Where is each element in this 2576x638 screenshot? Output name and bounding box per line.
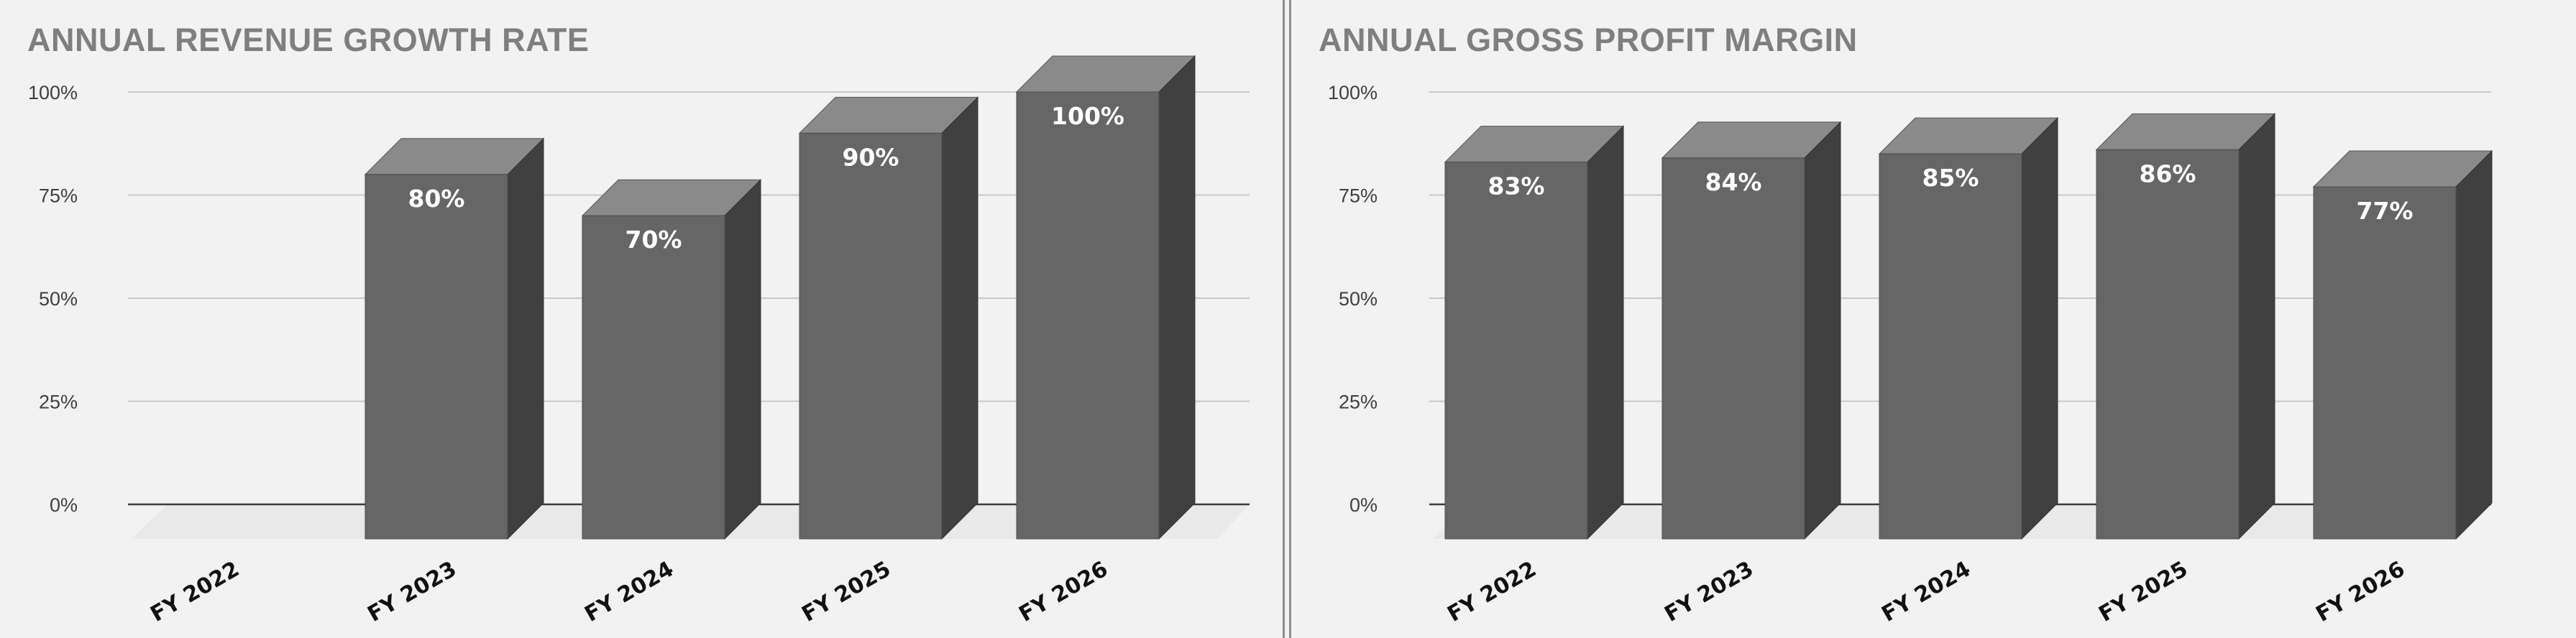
data-label: 85% xyxy=(1922,164,1979,192)
bar-side-face xyxy=(2021,116,2058,540)
data-label: 90% xyxy=(843,143,899,171)
panel-divider xyxy=(1283,0,1291,638)
data-label: 80% xyxy=(408,185,465,213)
data-label: 70% xyxy=(625,226,682,254)
y-tick-label: 50% xyxy=(39,288,78,310)
category-label: FY 2023 xyxy=(364,557,461,627)
y-tick-label: 50% xyxy=(1339,288,1378,310)
chart-title: ANNUAL REVENUE GROWTH RATE xyxy=(27,22,590,58)
bar-side-face xyxy=(941,96,978,540)
bar xyxy=(1016,91,1160,540)
bar xyxy=(1879,153,2022,540)
bar-side-face xyxy=(1804,121,1841,540)
category-label: FY 2025 xyxy=(2095,557,2192,627)
y-tick-label: 25% xyxy=(39,392,78,413)
data-label: 77% xyxy=(2357,197,2414,225)
revenue-growth-chart-panel: ANNUAL REVENUE GROWTH RATE 0% 25% 50% 75% 10… xyxy=(0,0,1283,638)
bar-side-face xyxy=(1587,125,1624,540)
y-tick-label: 75% xyxy=(39,185,78,207)
category-label: FY 2025 xyxy=(798,557,895,627)
category-label: FY 2026 xyxy=(1015,557,1112,627)
bar xyxy=(2096,149,2240,540)
data-label: 100% xyxy=(1051,102,1124,130)
y-tick-label: 75% xyxy=(1339,185,1378,207)
bar xyxy=(2313,186,2457,540)
bar-side-face xyxy=(724,178,761,540)
y-tick-label: 0% xyxy=(50,494,78,516)
gross-margin-chart-panel: ANNUAL GROSS PROFIT MARGIN 0% 25% 50% 75% 10… xyxy=(1291,0,2576,638)
data-label: 84% xyxy=(1705,168,1762,196)
chart-title: ANNUAL GROSS PROFIT MARGIN xyxy=(1319,22,1858,58)
category-label: FY 2026 xyxy=(2312,557,2409,627)
category-label: FY 2022 xyxy=(1444,557,1541,627)
gross-margin-chart: 0% 25% 50% 75% 100% 83% FY 2022 84% FY 2023 85% FY… xyxy=(1328,82,2493,627)
bar xyxy=(365,174,508,540)
data-label: 83% xyxy=(1488,172,1545,200)
bar-side-face xyxy=(2238,113,2275,540)
category-label: FY 2024 xyxy=(581,557,678,627)
y-tick-label: 0% xyxy=(1349,494,1378,516)
y-tick-label: 100% xyxy=(1328,82,1378,103)
bar-side-face xyxy=(507,137,544,540)
category-label: FY 2023 xyxy=(1661,557,1758,627)
y-tick-label: 25% xyxy=(1339,392,1378,413)
bar xyxy=(1661,157,1805,540)
bar xyxy=(799,132,943,540)
data-label: 86% xyxy=(2140,160,2196,188)
bar xyxy=(1444,162,1588,540)
revenue-growth-chart: 0% 25% 50% 75% 100% FY 2022 80% FY 2023 70% FY 20… xyxy=(28,55,1250,627)
bar-side-face xyxy=(1158,55,1196,540)
category-label: FY 2022 xyxy=(147,557,244,627)
y-tick-label: 100% xyxy=(28,82,78,103)
bar xyxy=(582,215,725,540)
category-label: FY 2024 xyxy=(1878,557,1975,627)
bar-side-face xyxy=(2455,149,2493,540)
